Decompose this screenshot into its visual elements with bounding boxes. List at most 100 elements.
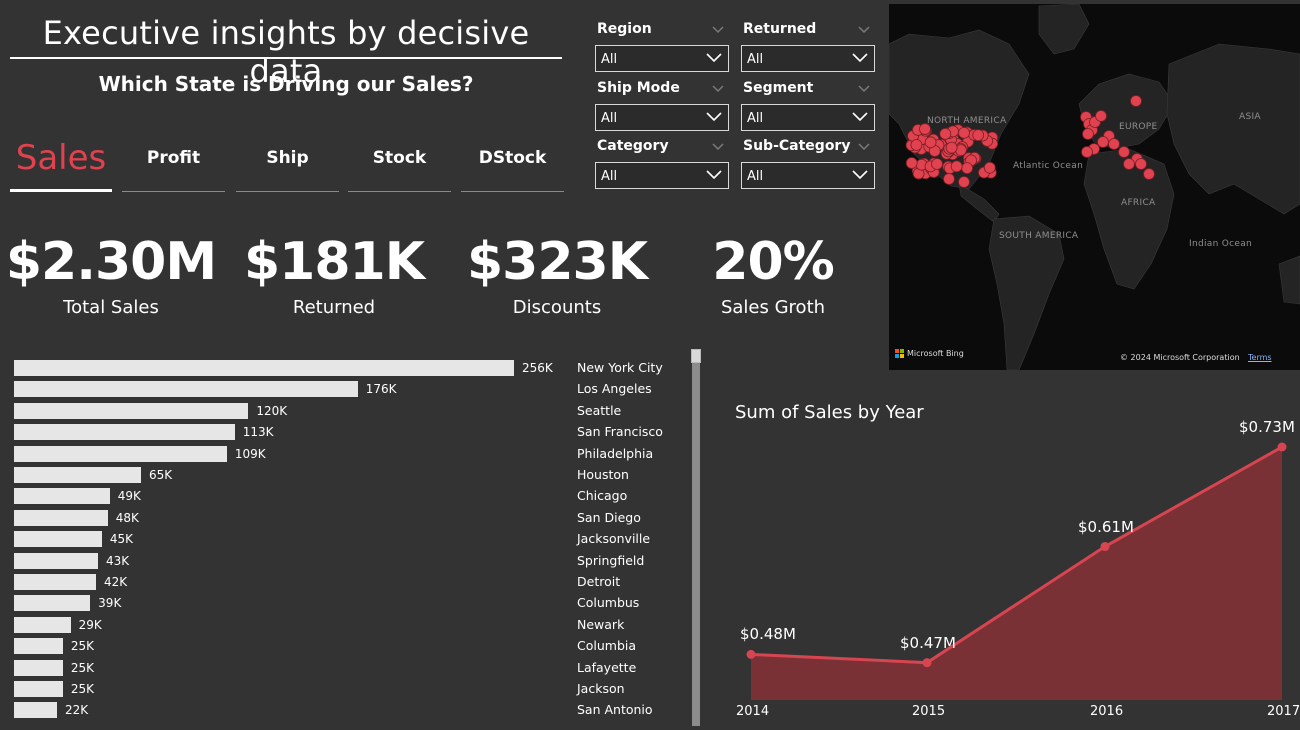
city-bar-label: San Diego <box>577 509 641 525</box>
city-bar[interactable] <box>14 531 102 548</box>
city-bar-label: Houston <box>577 467 629 482</box>
city-bar[interactable] <box>14 424 235 441</box>
data-point <box>922 658 932 668</box>
city-bar[interactable] <box>14 402 249 419</box>
scrollbar-thumb[interactable] <box>691 349 701 363</box>
kpi-sales-growth-value: 20% <box>712 232 834 292</box>
tab-dstock[interactable]: DStock <box>461 138 564 192</box>
slicer-category-dropdown[interactable]: All <box>595 162 729 189</box>
tab-stock[interactable]: Stock <box>348 138 451 192</box>
slicer-category-label: Category <box>597 138 669 154</box>
city-bar[interactable] <box>14 381 358 398</box>
tab-label: Ship <box>266 148 309 168</box>
slicer-returned-dropdown[interactable]: All <box>741 45 875 72</box>
chevron-down-icon <box>852 53 868 63</box>
city-bar-value: 25K <box>70 682 94 696</box>
chevron-down-icon[interactable] <box>711 22 725 36</box>
city-bar-label: Columbus <box>577 595 640 611</box>
city-bar[interactable] <box>14 616 71 633</box>
map-terms-link[interactable]: Terms <box>1248 353 1272 362</box>
city-bar[interactable] <box>14 445 227 462</box>
world-map[interactable]: NORTH AMERICA EUROPE ASIA Atlantic Ocean… <box>889 4 1300 370</box>
map-copyright: © 2024 Microsoft Corporation <box>1120 353 1240 362</box>
city-bar-value: 256K <box>522 361 553 375</box>
chevron-down-icon <box>852 112 868 122</box>
chevron-down-icon[interactable] <box>711 139 725 153</box>
data-point <box>1100 542 1110 552</box>
scrollbar-track[interactable] <box>692 352 700 726</box>
chevron-down-icon[interactable] <box>857 22 871 36</box>
bing-logo: Microsoft Bing <box>895 349 964 358</box>
tab-label: Sales <box>15 138 107 178</box>
city-bar[interactable] <box>14 681 63 697</box>
slicer-segment-dropdown[interactable]: All <box>741 104 875 131</box>
city-bar[interactable] <box>14 488 110 505</box>
city-bar[interactable] <box>14 574 97 590</box>
city-bar-value: 39K <box>98 596 122 611</box>
map-label-indian-ocean: Indian Ocean <box>1189 239 1253 249</box>
slicer-value: All <box>601 111 618 126</box>
chevron-down-icon <box>706 112 722 122</box>
city-bar-label: Philadelphia <box>577 445 654 461</box>
slicer-sub-category-dropdown[interactable]: All <box>741 162 875 189</box>
slicer-ship-mode-dropdown[interactable]: All <box>595 104 729 131</box>
map-brand: Microsoft Bing <box>907 349 964 358</box>
city-bar[interactable] <box>14 360 514 376</box>
map-label-asia: ASIA <box>1239 112 1261 122</box>
city-bar-label: Newark <box>577 616 625 632</box>
chevron-down-icon[interactable] <box>857 139 871 153</box>
city-bar[interactable] <box>14 659 63 676</box>
map-location-dot <box>939 128 952 140</box>
city-bar[interactable] <box>14 509 108 526</box>
city-bar-value: 22K <box>64 703 89 718</box>
map-location-dot <box>1123 158 1135 170</box>
area-fill <box>751 447 1282 700</box>
city-bar-label: Jacksonville <box>577 531 651 547</box>
kpi-returned-label: Returned <box>292 297 376 318</box>
city-bar[interactable] <box>14 467 141 483</box>
city-bar-label: Chicago <box>577 488 628 504</box>
map-location-dot <box>1143 168 1155 180</box>
map-location-dot <box>943 173 955 185</box>
map-location-dot <box>1108 138 1120 150</box>
chevron-down-icon <box>852 170 868 180</box>
microsoft-logo-icon <box>895 349 904 358</box>
city-bar[interactable] <box>14 595 91 612</box>
tab-ship[interactable]: Ship <box>236 138 339 192</box>
slicer-value: All <box>747 111 764 126</box>
slicer-region-label: Region <box>597 21 652 37</box>
chart-title: Sum of Sales by Year <box>735 402 924 423</box>
tab-profit[interactable]: Profit <box>122 138 225 192</box>
city-bar[interactable] <box>14 638 63 655</box>
map-location-dot <box>1135 158 1147 170</box>
tab-label: DStock <box>478 148 547 168</box>
chevron-down-icon <box>706 170 722 180</box>
city-bar-value: 65K <box>148 468 173 482</box>
city-bar[interactable] <box>14 552 98 569</box>
chevron-down-icon[interactable] <box>711 81 725 95</box>
map-landmass <box>889 4 1300 370</box>
tab-sales[interactable]: Sales <box>10 138 112 192</box>
data-point <box>746 649 756 659</box>
kpi-returned-value: $181K <box>243 232 425 292</box>
city-bar-value: 43K <box>105 553 130 568</box>
city-bar-value: 25K <box>70 639 94 654</box>
city-sales-bar-chart: 256K New York City 176K Los Angeles 120K Seat… <box>14 360 663 719</box>
slicer-region-dropdown[interactable]: All <box>595 45 729 72</box>
city-bar-label: Los Angeles <box>577 381 652 397</box>
data-point <box>1277 442 1287 452</box>
city-bar-value: 49K <box>117 489 141 504</box>
slicer-value: All <box>601 52 618 67</box>
slicer-value: All <box>747 169 764 184</box>
city-bar-value: 176K <box>365 382 397 397</box>
chevron-down-icon[interactable] <box>857 81 871 95</box>
title-divider <box>10 57 562 59</box>
city-bar-value: 48K <box>115 510 139 525</box>
city-bar[interactable] <box>14 702 57 719</box>
slicer-value: All <box>747 52 764 67</box>
kpi-discounts-value: $323K <box>466 232 648 292</box>
tab-underline <box>122 191 225 192</box>
slicer-ship-mode-label: Ship Mode <box>597 80 680 96</box>
city-bar-label: Columbia <box>577 638 637 654</box>
map-location-dot <box>958 126 970 139</box>
